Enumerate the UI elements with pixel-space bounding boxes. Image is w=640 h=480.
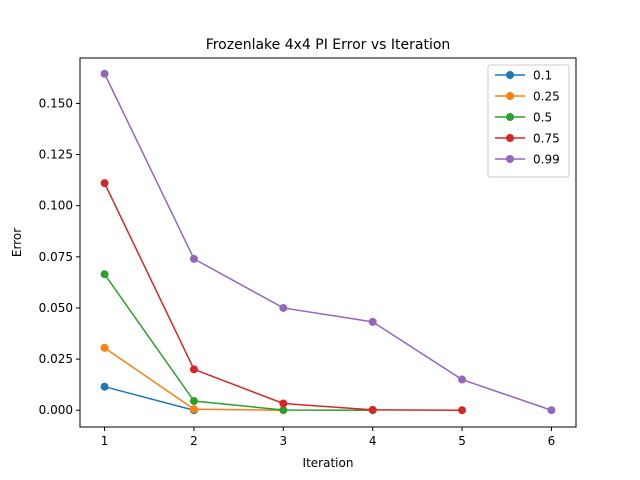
y-tick-label: 0.000 [39, 403, 73, 417]
legend-marker-0.1 [506, 71, 514, 79]
legend-label: 0.5 [533, 111, 552, 125]
legend-marker-0.5 [506, 113, 514, 121]
series-line-0.5 [103, 273, 373, 411]
data-point-0.99 [189, 254, 198, 263]
series-line-0.99 [103, 73, 552, 411]
x-axis-ticks: 1 2 3 4 5 6 [101, 427, 555, 448]
y-tick-label: 0.075 [39, 250, 73, 264]
legend-label: 0.25 [533, 90, 560, 104]
legend-marker-0.25 [506, 92, 514, 100]
y-tick-label: 0.150 [39, 96, 73, 110]
x-tick-label: 6 [548, 434, 556, 448]
data-point-0.5 [100, 270, 109, 279]
data-point-0.75 [100, 179, 109, 188]
x-axis-label: Iteration [303, 456, 354, 470]
y-tick-label: 0.100 [39, 199, 73, 213]
y-axis-ticks: 0.000 0.025 0.050 0.075 0.100 0.125 0.150 [39, 96, 80, 417]
y-tick-label: 0.125 [39, 148, 73, 162]
legend-label: 0.99 [533, 153, 560, 167]
data-point-0.25 [189, 405, 198, 414]
x-tick-label: 5 [458, 434, 466, 448]
chart-title: Frozenlake 4x4 PI Error vs Iteration [206, 37, 451, 53]
data-point-0.75 [458, 406, 467, 415]
x-tick-label: 2 [190, 434, 198, 448]
data-point-0.75 [279, 399, 288, 408]
legend: 0.1 0.25 0.5 0.75 0.99 [487, 64, 570, 178]
series-line-0.1 [104, 385, 195, 411]
data-point-0.75 [189, 365, 198, 374]
plot-area [100, 69, 556, 415]
data-point-0.99 [368, 317, 377, 326]
y-tick-label: 0.050 [39, 301, 73, 315]
legend-marker-0.99 [506, 155, 514, 163]
y-tick-label: 0.025 [39, 352, 73, 366]
data-point-0.99 [279, 303, 288, 312]
legend-marker-0.75 [506, 134, 514, 142]
y-axis-label: Error [10, 228, 24, 257]
data-point-0.99 [100, 69, 109, 78]
axes-frame [79, 57, 577, 428]
data-point-0.5 [279, 406, 288, 415]
data-point-0.99 [547, 406, 556, 415]
x-tick-label: 3 [279, 434, 287, 448]
data-point-0.99 [458, 375, 467, 384]
data-point-0.1 [100, 382, 109, 391]
data-point-0.75 [368, 405, 377, 414]
data-point-0.25 [100, 343, 109, 352]
x-tick-label: 4 [369, 434, 377, 448]
x-tick-label: 1 [101, 434, 109, 448]
legend-label: 0.1 [533, 69, 552, 83]
legend-label: 0.75 [533, 132, 560, 146]
data-point-0.5 [189, 397, 198, 406]
